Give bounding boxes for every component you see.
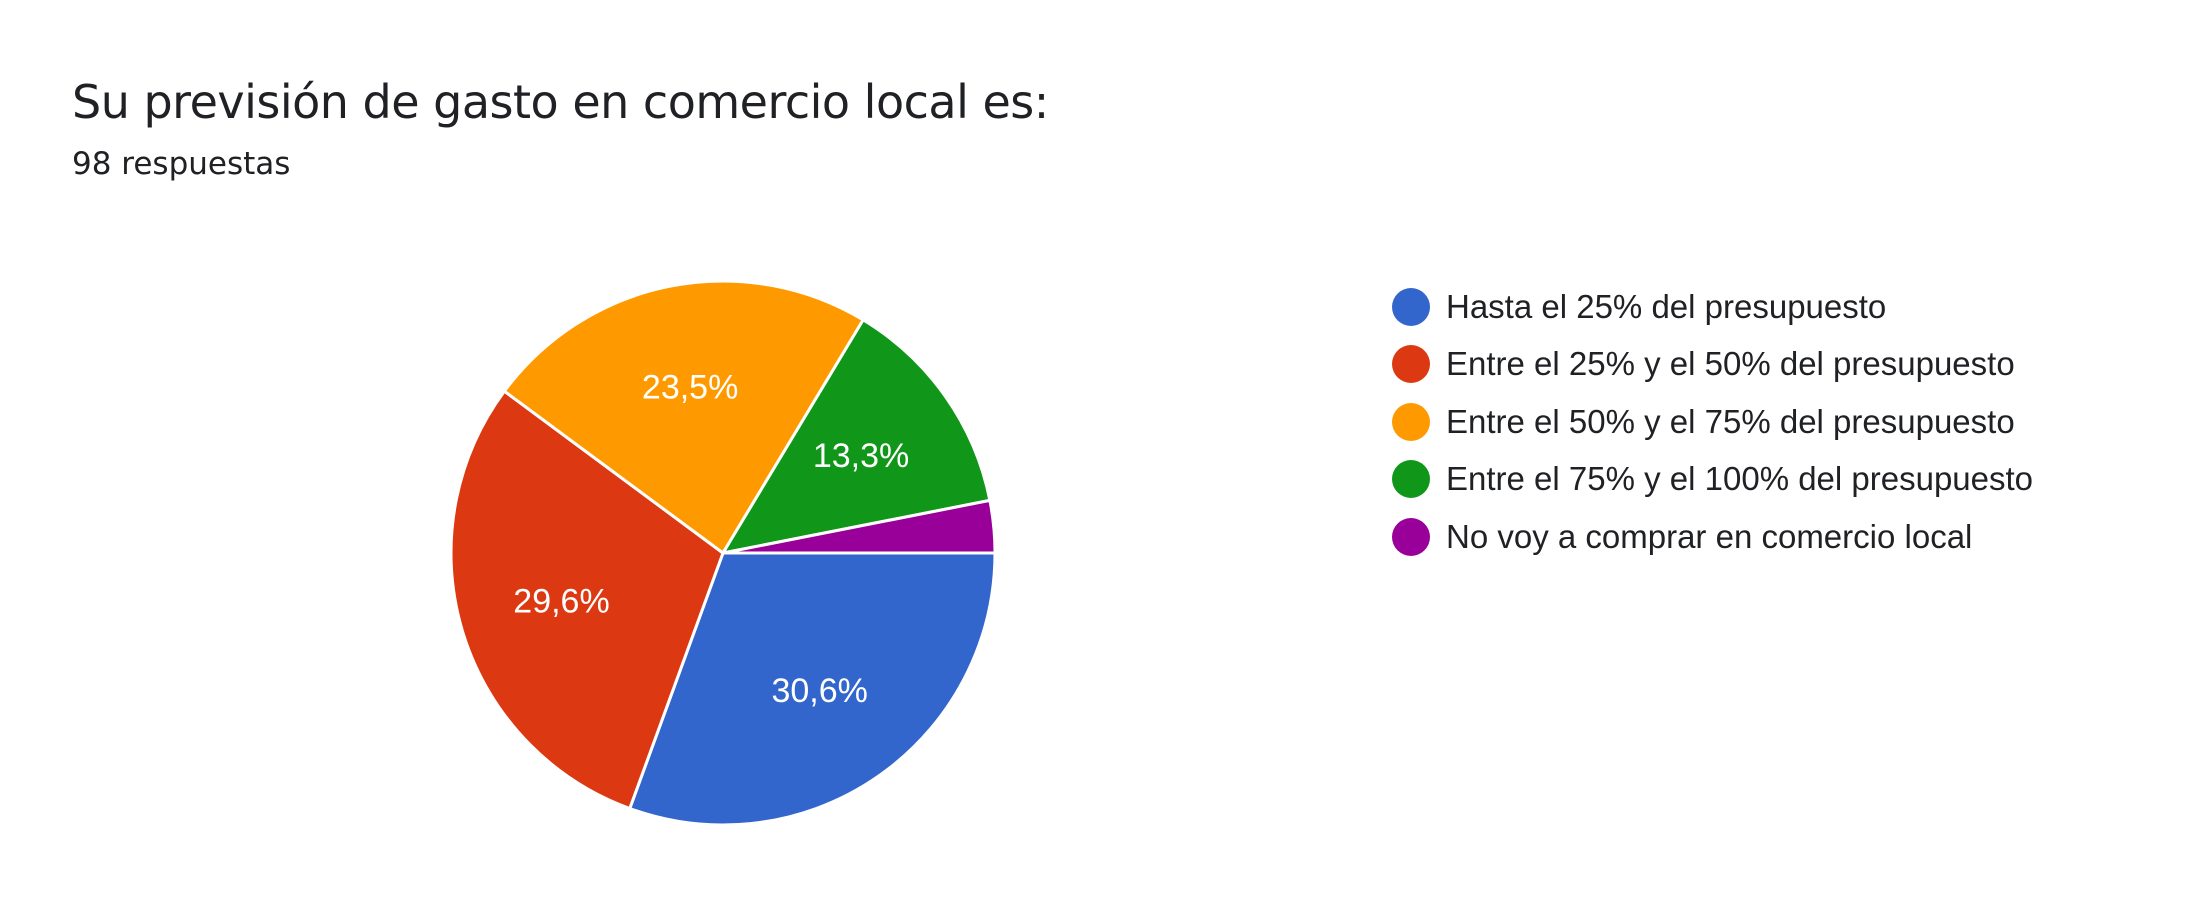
legend-swatch-icon	[1392, 460, 1430, 499]
legend-label: Hasta el 25% del presupuesto	[1446, 287, 1887, 325]
legend-item[interactable]: Entre el 50% y el 75% del presupuesto	[1392, 393, 2033, 451]
legend-swatch-icon	[1392, 402, 1430, 441]
pie-slice-5[interactable]	[721, 498, 997, 555]
pie-slice-4[interactable]	[721, 318, 992, 555]
chart-legend: Hasta el 25% del presupuesto Entre el 25%…	[1392, 278, 2033, 566]
slice-data-label: 29,6%	[513, 583, 609, 621]
legend-item[interactable]: Entre el 75% y el 100% del presupuesto	[1392, 451, 2033, 509]
slice-data-label: 30,6%	[771, 672, 867, 710]
legend-swatch-icon	[1392, 345, 1430, 384]
response-count: 98 respuestas	[72, 146, 291, 182]
legend-label: Entre el 25% y el 50% del presupuesto	[1446, 345, 2015, 383]
pie-slices	[449, 279, 997, 827]
legend-item[interactable]: No voy a comprar en comercio local	[1392, 508, 2033, 566]
slice-data-label: 13,3%	[813, 437, 909, 475]
legend-label: Entre el 50% y el 75% del presupuesto	[1446, 402, 2015, 440]
slice-data-label: 23,5%	[642, 369, 738, 407]
pie-slice-2[interactable]	[449, 389, 725, 811]
legend-label: No voy a comprar en comercio local	[1446, 517, 1973, 555]
legend-swatch-icon	[1392, 287, 1430, 326]
legend-item[interactable]: Entre el 25% y el 50% del presupuesto	[1392, 336, 2033, 394]
legend-item[interactable]: Hasta el 25% del presupuesto	[1392, 278, 2033, 336]
pie-slice-labels: 30,6% 29,6% 23,5% 13,3%	[513, 369, 909, 711]
chart-title: Su previsión de gasto en comercio local …	[72, 75, 1049, 129]
pie-slice-1[interactable]	[628, 551, 997, 827]
legend-label: Entre el 75% y el 100% del presupuesto	[1446, 460, 2034, 498]
pie-slice-3[interactable]	[502, 279, 865, 555]
chart-header: Su previsión de gasto en comercio local …	[72, 72, 1049, 184]
legend-swatch-icon	[1392, 517, 1430, 556]
